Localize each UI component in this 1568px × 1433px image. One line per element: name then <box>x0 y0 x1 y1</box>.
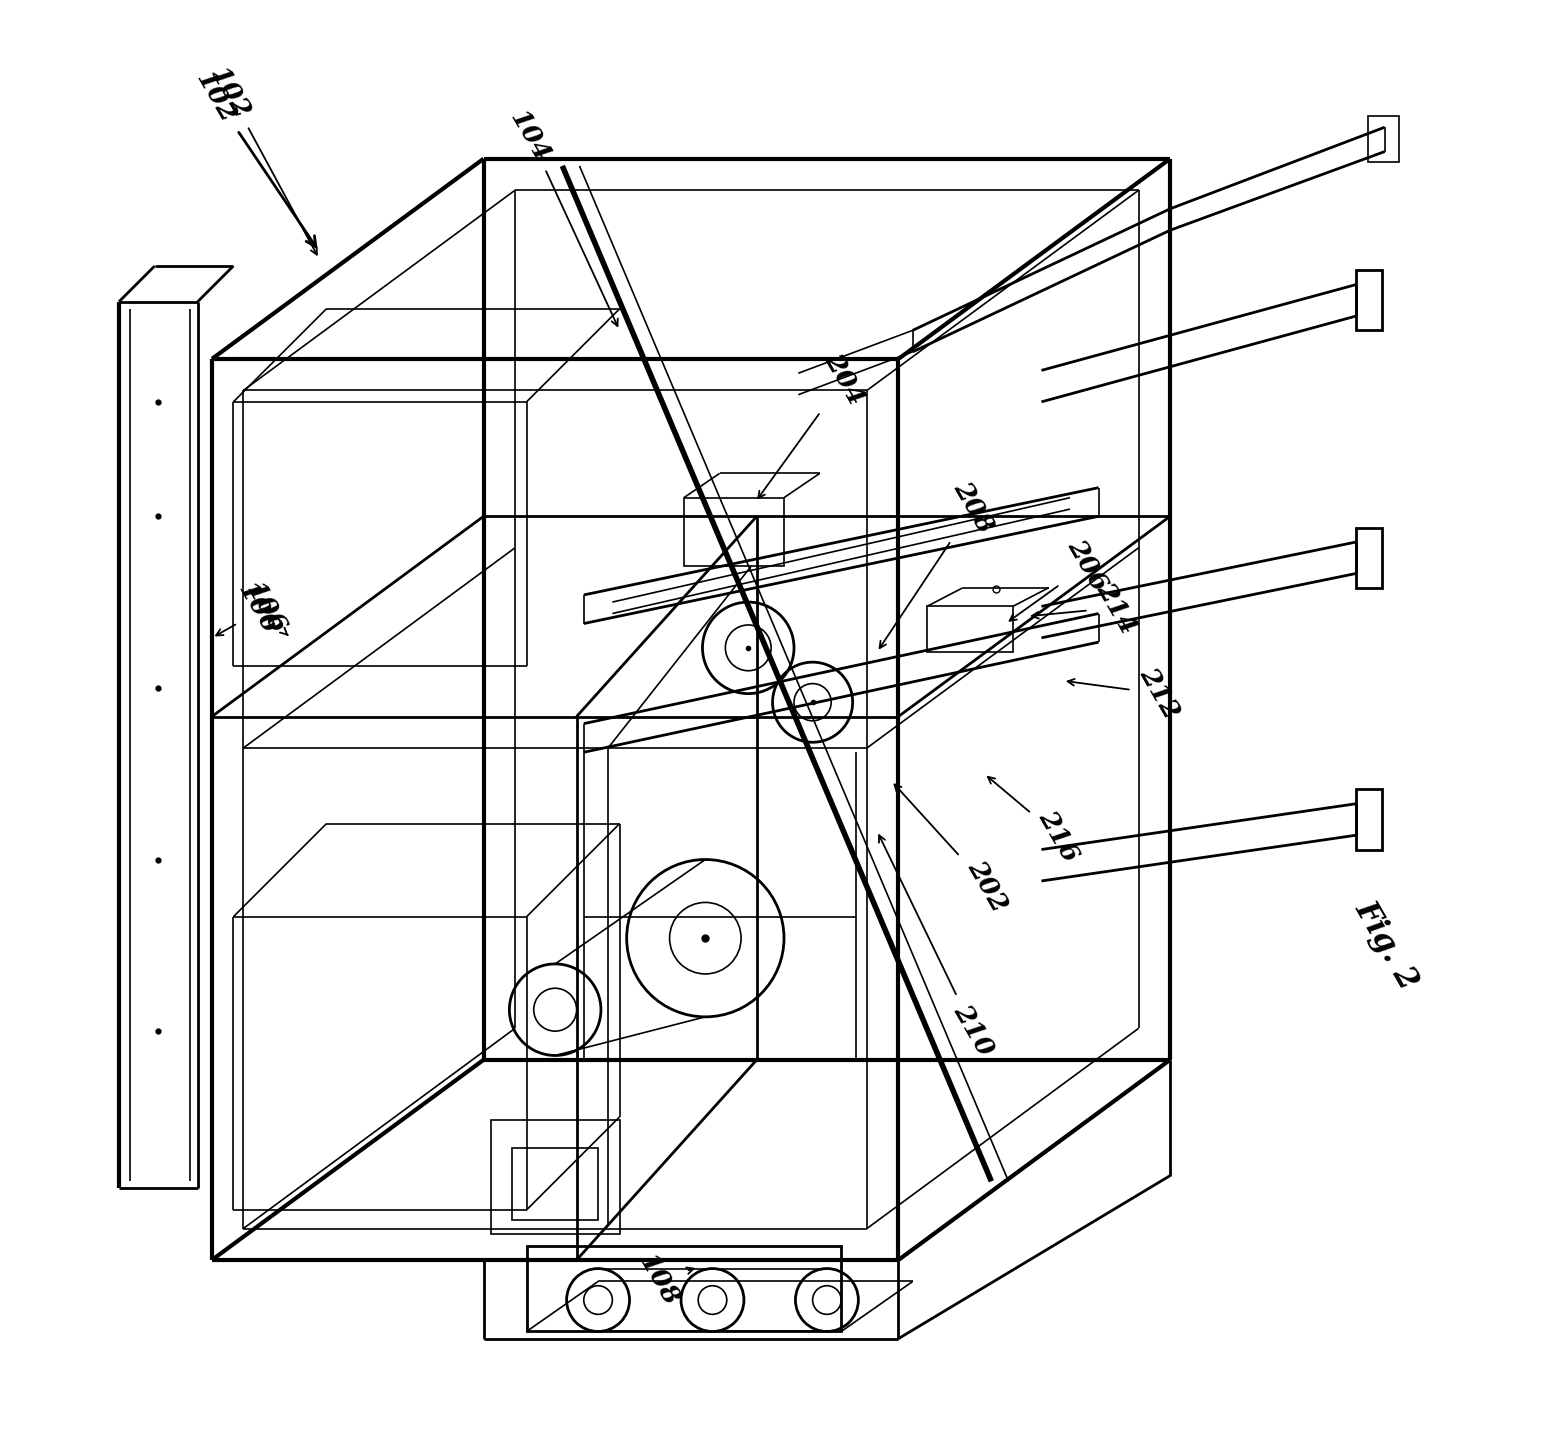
Bar <box>927 606 1013 652</box>
Text: 212: 212 <box>1068 663 1184 724</box>
Text: Fig. 2: Fig. 2 <box>1348 896 1424 996</box>
Text: 204: 204 <box>759 348 869 499</box>
Text: 102: 102 <box>190 67 315 246</box>
Text: 214: 214 <box>1032 577 1140 638</box>
Bar <box>527 1245 840 1331</box>
Text: 210: 210 <box>880 835 997 1060</box>
Text: 206: 206 <box>1010 535 1112 620</box>
Bar <box>513 1148 597 1219</box>
Text: 102: 102 <box>205 63 317 255</box>
Text: 106: 106 <box>234 577 287 638</box>
Text: 208: 208 <box>880 477 997 648</box>
Text: 106: 106 <box>216 577 290 638</box>
Text: 108: 108 <box>633 1250 693 1310</box>
Text: 104: 104 <box>505 106 618 325</box>
Text: 216: 216 <box>988 777 1083 867</box>
Bar <box>1356 790 1381 850</box>
Bar <box>491 1119 619 1234</box>
Bar <box>1356 527 1381 588</box>
Bar <box>1356 271 1381 331</box>
Text: 202: 202 <box>894 784 1011 917</box>
Bar <box>684 497 784 566</box>
Bar <box>1367 116 1399 162</box>
